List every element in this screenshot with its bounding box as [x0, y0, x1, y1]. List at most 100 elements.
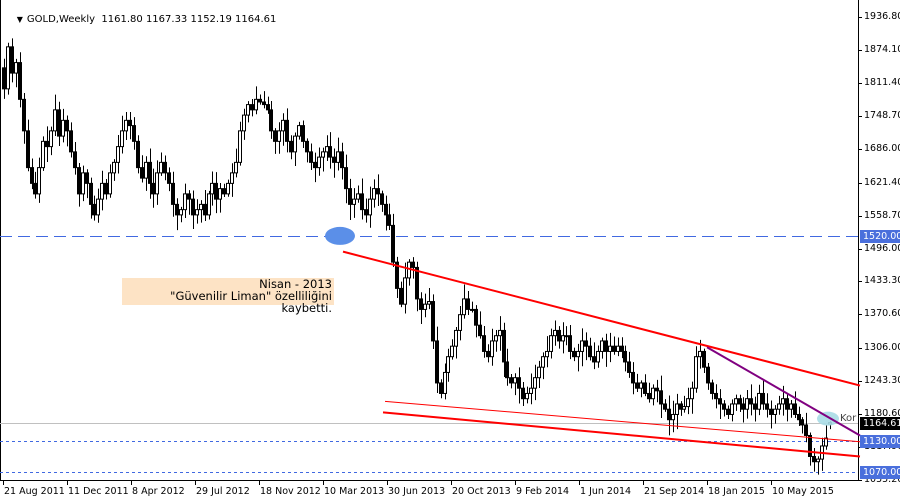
time-tick-label: 10 Mar 2013 [324, 486, 385, 497]
bear-candle [376, 188, 380, 195]
bear-candle [604, 340, 608, 352]
bull-candle [616, 345, 620, 352]
bull-candle [690, 387, 694, 400]
bull-candle [246, 104, 250, 116]
dropdown-arrow-icon[interactable]: ▼ [16, 15, 23, 24]
bear-candle [667, 408, 671, 421]
bull-candle [443, 371, 447, 394]
bear-candle [348, 188, 352, 205]
bull-candle [576, 350, 580, 358]
bear-candle [793, 403, 797, 415]
bear-candle [466, 298, 470, 310]
bear-candle [45, 140, 49, 148]
time-tick-label: 11 Dec 2011 [68, 486, 129, 497]
price-tick-label: 1811.40 [864, 76, 900, 88]
time-tick-label: 21 Sep 2014 [644, 486, 705, 497]
trendline-lower-support-thin[interactable] [384, 400, 861, 443]
ohlc-values: 1161.80 1167.33 1152.19 1164.61 [101, 14, 277, 25]
bear-candle [741, 403, 745, 410]
price-tick-label: 1370.60 [864, 308, 900, 320]
annotation-line-2: "Güvenilir Liman" özelliliğini kaybetti. [170, 289, 332, 315]
time-tick-label: 8 Apr 2012 [132, 486, 185, 497]
bear-candle [631, 371, 635, 384]
bull-candle [525, 392, 529, 400]
bull-candle [734, 398, 738, 405]
bull-candle [317, 156, 321, 169]
bear-candle [85, 172, 89, 184]
bull-candle [14, 62, 18, 74]
bear-candle [57, 109, 61, 137]
bear-candle [33, 182, 37, 195]
bull-candle [494, 335, 498, 342]
symbol-label: GOLD,Weekly [26, 14, 96, 25]
bear-candle [140, 167, 144, 179]
annotation-box[interactable]: Nisan - 2013 "Güvenilir Liman" özelliliğ… [122, 278, 334, 314]
bear-candle [167, 172, 171, 184]
bear-candle [384, 203, 388, 216]
bear-candle [753, 403, 757, 410]
bear-candle [340, 151, 344, 169]
bear-candle [332, 156, 336, 163]
bear-candle [521, 387, 525, 400]
bull-candle [120, 130, 124, 148]
bear-candle [191, 198, 195, 216]
price-tick-label: 1243.30 [864, 375, 900, 387]
bull-candle [116, 146, 120, 163]
trendline-purple-resistance[interactable] [706, 346, 861, 437]
bull-candle [682, 406, 686, 410]
bull-candle [6, 46, 10, 90]
bear-candle [435, 340, 439, 384]
bull-candle [757, 392, 761, 410]
bull-candle [561, 335, 565, 342]
bear-candle [647, 392, 651, 400]
bull-candle [694, 356, 698, 389]
kor-marker-ellipse[interactable] [817, 411, 839, 426]
price-tick-label: 1874.10 [864, 43, 900, 55]
bull-candle [254, 98, 258, 111]
price-tick-label: 1558.70 [864, 209, 900, 221]
bull-candle [96, 198, 100, 216]
bull-candle [533, 377, 537, 389]
bear-candle [262, 101, 266, 106]
bull-candle [686, 398, 690, 408]
bull-candle [789, 403, 793, 410]
bear-candle [702, 350, 706, 368]
bear-candle [30, 167, 34, 184]
bear-candle [808, 434, 812, 457]
bear-candle [175, 203, 179, 216]
bull-candle [238, 130, 242, 163]
bull-candle [470, 308, 474, 311]
bull-candle [403, 277, 407, 305]
bear-candle [478, 324, 482, 337]
bear-candle [769, 408, 773, 415]
bear-candle [360, 193, 364, 211]
trendline-lower-support-thick[interactable] [382, 411, 861, 458]
bull-candle [639, 382, 643, 389]
bull-candle [242, 114, 246, 132]
bull-candle [513, 377, 517, 384]
bull-candle [490, 340, 494, 358]
bull-candle [183, 193, 187, 211]
bear-candle [663, 403, 667, 410]
bull-candle [564, 335, 568, 338]
bear-candle [439, 382, 443, 394]
bull-candle [61, 119, 65, 137]
bull-candle [356, 193, 360, 200]
bear-candle [18, 62, 22, 100]
bull-candle [41, 140, 45, 169]
bear-candle [592, 356, 596, 363]
bear-candle [800, 419, 804, 426]
bear-candle [171, 182, 175, 205]
bear-candle [69, 130, 73, 153]
bear-candle [399, 287, 403, 305]
bull-candle [179, 209, 183, 216]
bull-candle [608, 345, 612, 352]
bear-candle [364, 209, 368, 216]
bull-candle [773, 408, 777, 415]
breakdown-marker-ellipse[interactable] [325, 226, 355, 245]
trendline-upper-resistance[interactable] [342, 250, 861, 387]
bear-candle [22, 98, 26, 132]
bear-candle [655, 387, 659, 392]
level-tag-1130.00: 1130.00 [860, 434, 900, 448]
